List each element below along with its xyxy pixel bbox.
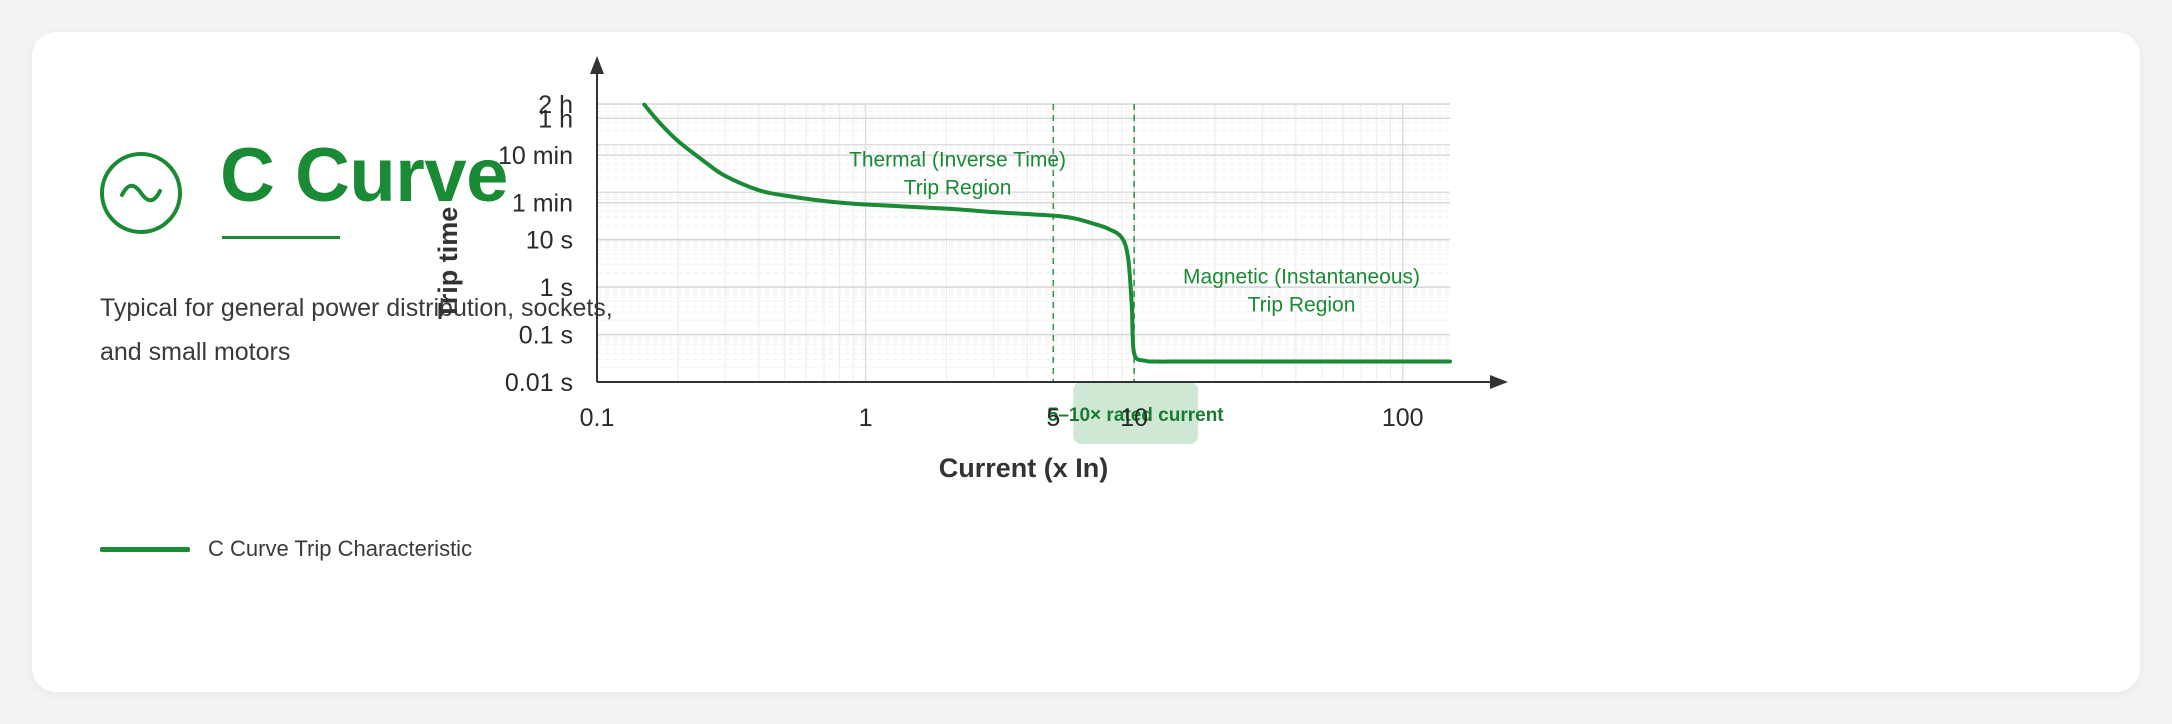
band-layer: 5–10× rated current (1048, 382, 1225, 444)
x-tick-label: 0.1 (580, 404, 615, 432)
page-title: C Curve (220, 133, 508, 218)
sine-wave-icon (100, 152, 182, 234)
thermal-region-label: Thermal (Inverse Time) Trip Region (849, 148, 1066, 199)
region-label-line: Magnetic (Instantaneous) (1183, 265, 1420, 288)
legend-label: C Curve Trip Characteristic (208, 536, 473, 561)
y-tick-label: 1 s (540, 274, 573, 302)
series-layer (642, 102, 1452, 364)
y-tick-label: 0.1 s (519, 322, 573, 350)
sine-wave-glyph (120, 183, 162, 203)
region-label-line: Trip Region (904, 176, 1012, 199)
info-panel: C Curve Typical for general power distri… (32, 32, 652, 692)
magnetic-region-label: Magnetic (Instantaneous) Trip Region (1183, 265, 1420, 316)
annotation-layer: Thermal (Inverse Time) Trip RegionMagneti… (849, 148, 1420, 316)
y-axis-title: Trip time (433, 207, 463, 320)
rated-current-band (1073, 382, 1199, 444)
x-tick-label: 10 (1120, 404, 1148, 432)
x-axis-arrow (1490, 375, 1508, 389)
region-label-line: Thermal (Inverse Time) (849, 148, 1066, 171)
x-tick-label: 100 (1382, 404, 1424, 432)
curve-description: Typical for general power distribution, … (100, 294, 613, 366)
y-tick-label: 0.01 s (505, 369, 573, 397)
region-label-line: Trip Region (1248, 293, 1356, 316)
axis-layer (590, 56, 1508, 389)
x-tick-label: 1 (859, 404, 873, 432)
trip-curve-chart: 5–10× rated current 0.01 s 0.1 s 1 s 10 s 1 … (433, 56, 1508, 483)
band-label: 5–10× rated current (1048, 405, 1225, 426)
y-axis-arrow (590, 56, 604, 74)
x-tick-label: 5 (1046, 404, 1060, 432)
y-tick-label: 10 min (498, 142, 573, 170)
grid-layer (596, 103, 1450, 383)
legend: C Curve Trip Characteristic (100, 536, 472, 562)
y-tick-label: 2 h (538, 91, 573, 119)
y-tick-label: 1 h (538, 105, 573, 133)
y-tick-label: 1 min (512, 190, 573, 218)
x-axis-title: Current (x In) (939, 453, 1109, 483)
chart-card: C Curve Typical for general power distri… (32, 32, 2140, 692)
tick-layer: 0.01 s 0.1 s 1 s 10 s 1 min 10 min 1 h2 h 0.1 1 5… (498, 91, 1424, 432)
trip-curve-line (642, 102, 1452, 364)
y-tick-label: 10 s (526, 227, 573, 255)
legend-swatch (100, 546, 190, 552)
title-underline (222, 236, 340, 239)
